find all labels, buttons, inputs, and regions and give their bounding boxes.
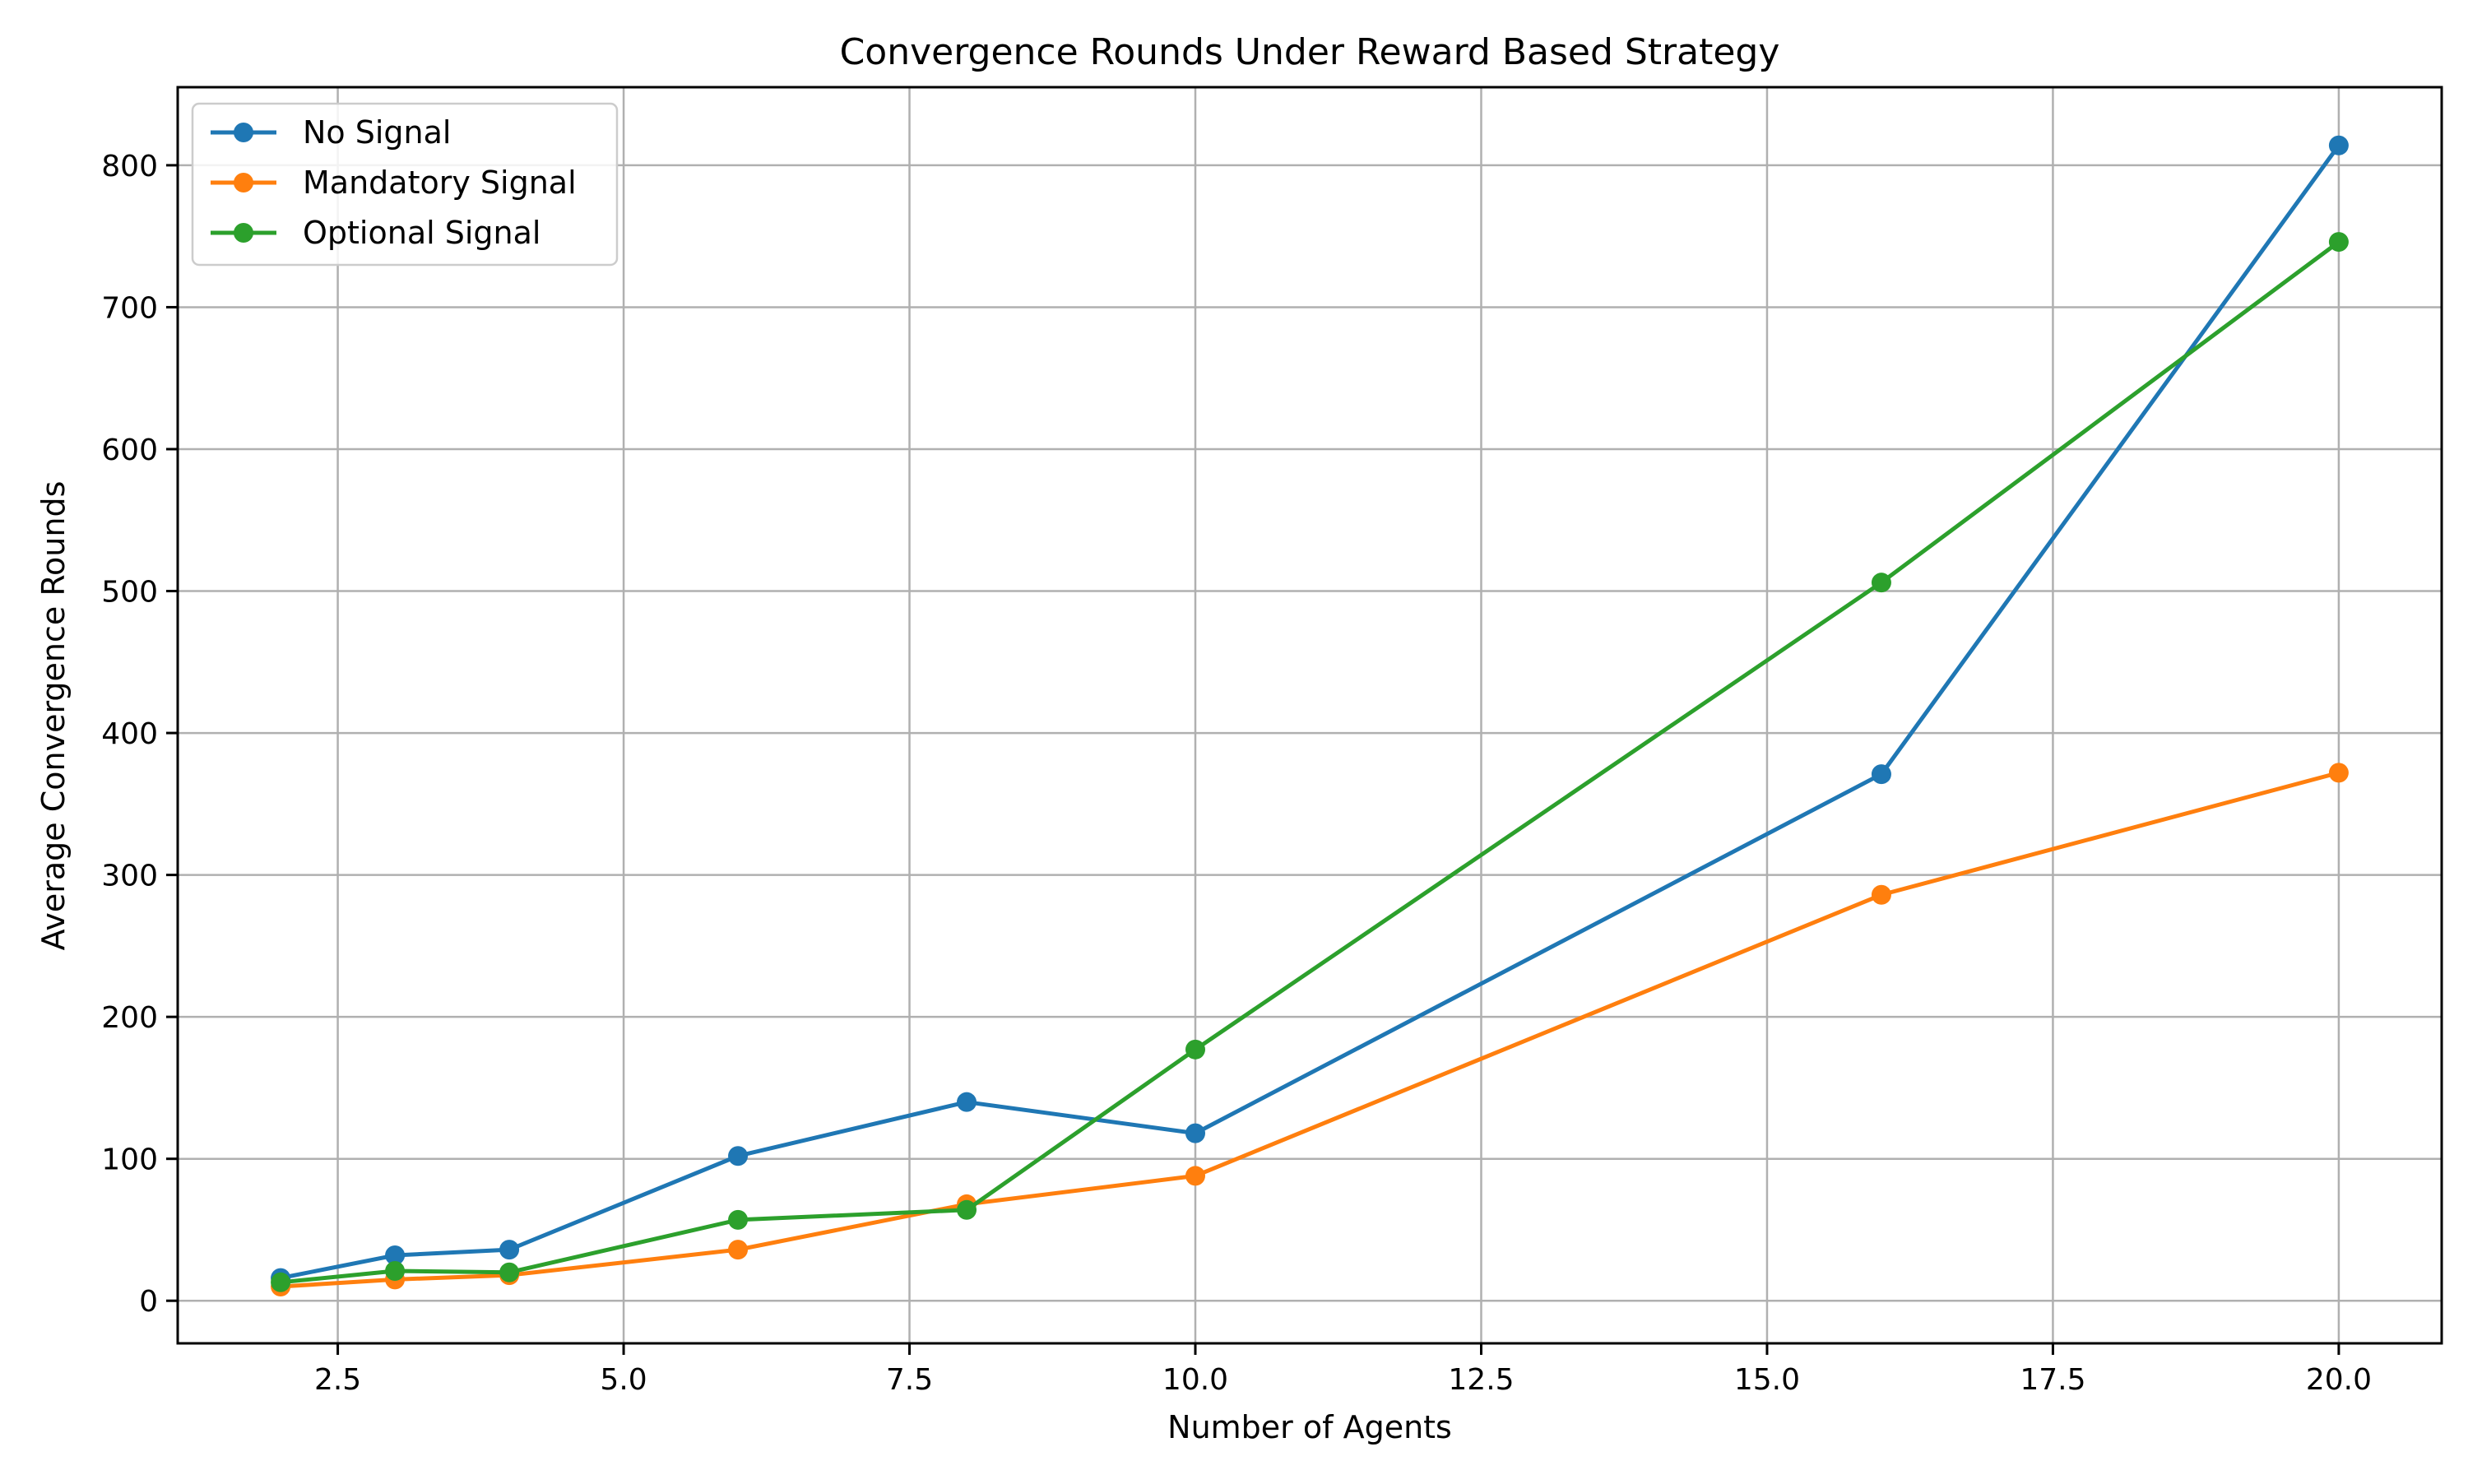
legend: No Signal Mandatory Signal Optional Signal [191,102,619,267]
data-point [728,1240,749,1260]
data-point [1185,1166,1206,1186]
x-tick-label: 20.0 [2306,1363,2372,1397]
legend-marker [234,123,253,142]
legend-marker [234,173,253,192]
legend-item: No Signal [211,114,451,151]
data-point [499,1262,520,1282]
legend-label: Mandatory Signal [303,165,577,201]
data-point [385,1261,406,1282]
data-point [1185,1039,1206,1060]
x-tick-label: 7.5 [886,1363,933,1397]
series-line [280,144,2340,1281]
y-tick-label: 700 [101,291,158,325]
data-point [1871,764,1891,785]
legend-item: Mandatory Signal [211,165,577,201]
data-point [385,1245,406,1266]
data-point [2328,232,2349,253]
legend-box [191,102,619,267]
x-tick-label: 12.5 [1448,1363,1514,1397]
data-point [499,1240,520,1260]
y-tick-label: 0 [139,1285,158,1319]
plot-frame [176,86,2443,1345]
grid-lines [178,87,2442,1343]
series-line [280,770,2340,1289]
series-no-signal [271,135,2349,1288]
axis-ticks: 2.5 5.0 7.5 10.0 12.5 15.0 17.5 20.0 0 100 200 300 4… [101,150,2372,1397]
legend-label: Optional Signal [303,215,540,251]
series-line [280,240,2340,1285]
data-point [957,1199,977,1220]
y-tick-label: 800 [101,150,158,183]
y-tick-label: 600 [101,434,158,467]
series-lines [271,135,2349,1296]
data-point [2328,763,2349,783]
y-tick-label: 300 [101,860,158,893]
data-point [2328,135,2349,155]
x-tick-label: 10.0 [1162,1363,1228,1397]
x-tick-label: 17.5 [2020,1363,2085,1397]
x-tick-label: 5.0 [600,1363,647,1397]
data-point [271,1272,291,1292]
y-tick-label: 100 [101,1143,158,1177]
y-tick-label: 400 [101,717,158,751]
x-axis-label: Number of Agents [1167,1409,1452,1445]
legend-item: Optional Signal [211,215,540,251]
data-point [1871,573,1891,593]
series-optional-signal [271,232,2349,1292]
data-point [957,1092,977,1112]
y-tick-label: 200 [101,1001,158,1035]
y-axis-label: Average Convergence Rounds [35,481,72,951]
chart-title: Convergence Rounds Under Reward Based St… [840,31,1780,73]
x-tick-label: 2.5 [314,1363,361,1397]
x-tick-label: 15.0 [1734,1363,1800,1397]
legend-label: No Signal [303,114,451,151]
legend-marker [234,223,253,243]
data-point [728,1146,749,1166]
y-tick-label: 500 [101,576,158,610]
data-point [1185,1123,1206,1143]
data-point [728,1209,749,1230]
data-point [1871,884,1891,905]
